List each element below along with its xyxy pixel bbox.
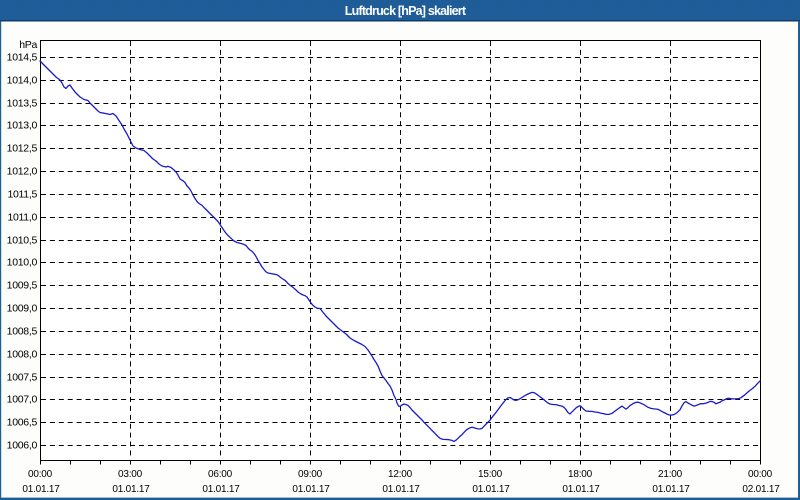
svg-text:01.01.17: 01.01.17 [22,484,60,495]
svg-text:1011,5: 1011,5 [7,189,37,201]
svg-text:09:00: 09:00 [298,469,323,480]
svg-text:hPa: hPa [19,39,37,51]
svg-text:21:00: 21:00 [658,469,683,480]
svg-text:1014,5: 1014,5 [7,52,38,64]
svg-text:06:00: 06:00 [208,469,233,480]
svg-text:12:00: 12:00 [388,469,413,480]
svg-text:1009,5: 1009,5 [7,280,38,292]
svg-text:03:00: 03:00 [118,469,143,480]
svg-text:00:00: 00:00 [28,469,53,480]
svg-text:1012,5: 1012,5 [7,143,38,155]
svg-text:1010,5: 1010,5 [7,235,38,247]
svg-text:1012,0: 1012,0 [7,166,38,178]
svg-text:1007,5: 1007,5 [7,372,38,384]
svg-text:1013,5: 1013,5 [7,98,38,110]
svg-text:01.01.17: 01.01.17 [472,484,510,495]
svg-text:15:00: 15:00 [478,469,503,480]
svg-text:1011,0: 1011,0 [7,212,37,224]
svg-text:1010,0: 1010,0 [7,257,38,269]
svg-text:1007,0: 1007,0 [7,394,38,406]
svg-text:01.01.17: 01.01.17 [292,484,330,495]
svg-text:Luftdruck [hPa] skaliert: Luftdruck [hPa] skaliert [345,4,467,18]
svg-text:01.01.17: 01.01.17 [382,484,420,495]
svg-text:18:00: 18:00 [568,469,593,480]
svg-text:00:00: 00:00 [748,469,773,480]
svg-text:1009,0: 1009,0 [7,303,38,315]
svg-text:1008,5: 1008,5 [7,326,38,338]
svg-text:1014,0: 1014,0 [7,75,38,87]
svg-text:1006,0: 1006,0 [7,440,38,452]
svg-text:1008,0: 1008,0 [7,349,38,361]
svg-text:02.01.17: 02.01.17 [742,484,780,495]
svg-text:1006,5: 1006,5 [7,417,38,429]
svg-text:01.01.17: 01.01.17 [202,484,240,495]
svg-text:01.01.17: 01.01.17 [562,484,600,495]
svg-text:01.01.17: 01.01.17 [652,484,690,495]
svg-text:01.01.17: 01.01.17 [112,484,150,495]
svg-text:1013,0: 1013,0 [7,120,38,132]
